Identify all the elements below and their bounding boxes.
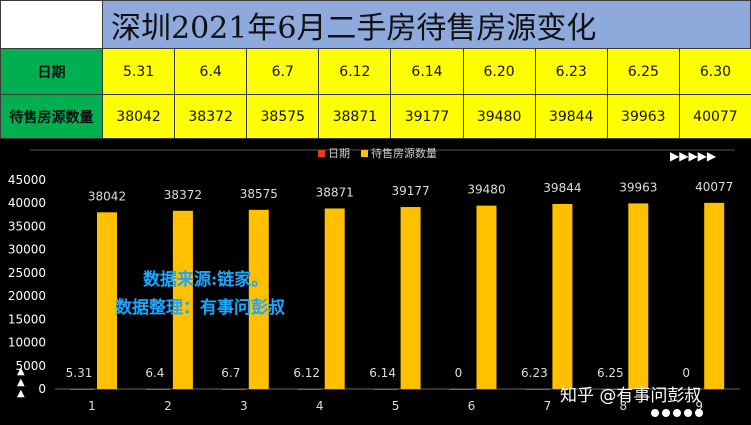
data-label-count: 39177 (392, 184, 430, 198)
bar-date (525, 388, 550, 390)
legend-label-count: 待售房源数量 (371, 146, 437, 160)
y-tick-label: 40000 (8, 196, 46, 210)
y-tick-label: 35000 (8, 219, 46, 233)
data-label-count: 39480 (467, 183, 505, 197)
bar-count (324, 208, 345, 389)
row-header-date: 日期 (0, 48, 103, 95)
date-cell: 6.12 (318, 48, 392, 95)
source-watermark: 数据来源:链家。 (143, 270, 269, 290)
x-tick-label: 8 (619, 399, 627, 413)
legend-swatch-date (318, 150, 325, 157)
bar-date (601, 388, 626, 390)
arrows-decoration: ▶▶▶▶▶ (670, 149, 717, 163)
bar-date (373, 388, 398, 390)
y-tick-label: 5000 (15, 359, 46, 373)
x-tick-label: 3 (240, 399, 248, 413)
count-cell: 38372 (174, 94, 248, 139)
x-tick-label: 7 (544, 399, 552, 413)
y-tick-label: 0 (38, 382, 46, 396)
count-cell: 39963 (606, 94, 680, 139)
bar-date (677, 389, 702, 390)
up-arrows-decoration: ▲ (17, 366, 25, 377)
bar-count (704, 202, 725, 389)
bar-date (145, 388, 170, 390)
data-label-date: 6.7 (221, 366, 240, 380)
zhihu-watermark: 知乎 @有事问彭叔 (560, 386, 702, 406)
data-label-count: 39844 (543, 181, 581, 195)
y-tick-label: 10000 (8, 336, 46, 350)
chart-svg: ▶▶▶▶▶ 0 5000 10000 15000 20000 25000 30000 35000… (8, 146, 740, 417)
y-tick-label: 30000 (8, 243, 46, 257)
date-cell: 6.14 (390, 48, 464, 95)
data-label-date: 6.12 (293, 366, 320, 380)
bar-count (628, 203, 649, 389)
bar-count (172, 210, 193, 389)
data-label-date: 6.25 (597, 366, 624, 380)
dots-decoration (673, 409, 681, 417)
row-header-count: 待售房源数量 (0, 94, 103, 139)
y-tick-label: 25000 (8, 266, 46, 280)
date-cell: 6.7 (246, 48, 320, 95)
date-cell: 6.30 (678, 48, 751, 95)
data-label-count: 40077 (695, 180, 733, 194)
title-left-cell (0, 0, 103, 49)
data-label-date: 5.31 (66, 366, 93, 380)
data-label-date: 0 (682, 366, 690, 380)
count-cell: 38871 (318, 94, 392, 139)
count-cell: 38042 (102, 94, 176, 139)
date-cell: 6.4 (174, 48, 248, 95)
bar-count (400, 207, 421, 389)
dots-decoration (662, 409, 670, 417)
bar-count (476, 205, 497, 389)
data-label-date: 0 (455, 366, 463, 380)
y-tick-label: 20000 (8, 289, 46, 303)
author-watermark: 数据整理：有事问彭叔 (115, 298, 285, 318)
legend-swatch-count (361, 150, 368, 157)
data-label-count: 39963 (619, 180, 657, 194)
count-cell: 39177 (390, 94, 464, 139)
bar-count (97, 212, 117, 389)
bar-chart: ▶▶▶▶▶ 0 5000 10000 15000 20000 25000 30000 35000… (0, 139, 751, 425)
date-cell: 6.23 (534, 48, 608, 95)
y-tick-label: 45000 (8, 173, 46, 187)
x-tick-label: 4 (316, 399, 324, 413)
date-cell: 6.20 (462, 48, 536, 95)
data-label-date: 6.23 (521, 366, 548, 380)
count-cell: 39844 (534, 94, 608, 139)
count-cell: 39480 (462, 94, 536, 139)
data-label-count: 38575 (240, 187, 278, 201)
bar-count (552, 203, 573, 389)
data-label-count: 38042 (88, 189, 126, 203)
count-cell: 40077 (678, 94, 751, 139)
bar-date (449, 389, 474, 390)
dots-decoration (684, 409, 692, 417)
data-label-date: 6.4 (145, 366, 164, 380)
up-arrows-decoration: ▲ (17, 388, 25, 399)
date-cell: 5.31 (102, 48, 176, 95)
data-table: 深圳2021年6月二手房待售房源变化 日期 待售房源数量 5.31 6.4 6.7 6… (0, 0, 751, 139)
x-tick-label: 9 (695, 399, 703, 413)
data-label-count: 38871 (316, 185, 354, 199)
dots-decoration (651, 409, 659, 417)
data-label-count: 38372 (164, 188, 202, 202)
count-cell: 38575 (246, 94, 320, 139)
x-tick-label: 5 (392, 399, 400, 413)
x-tick-label: 6 (468, 399, 476, 413)
data-label-date: 6.14 (369, 366, 396, 380)
dots-decoration (695, 409, 703, 417)
bar-count (248, 209, 269, 389)
up-arrows-decoration: ▲ (17, 377, 25, 388)
bar-date (221, 388, 246, 390)
y-tick-label: 15000 (8, 312, 46, 326)
date-cell: 6.25 (606, 48, 680, 95)
table-title: 深圳2021年6月二手房待售房源变化 (102, 0, 751, 49)
bar-date (297, 388, 322, 390)
x-tick-label: 1 (88, 399, 96, 413)
bar-date (70, 388, 94, 390)
x-tick-label: 2 (164, 399, 172, 413)
legend-label-date: 日期 (328, 147, 350, 160)
